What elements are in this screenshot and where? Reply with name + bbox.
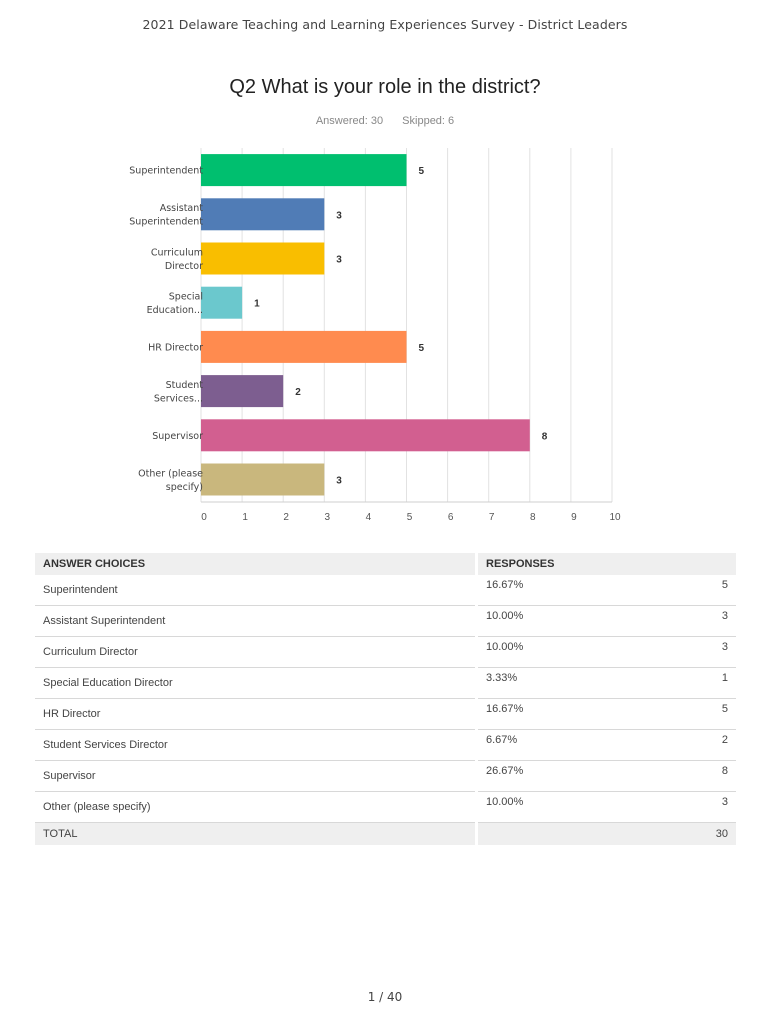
skipped-count: Skipped: 6 (402, 115, 455, 127)
table-row: HR Director 16.67% 5 (35, 698, 736, 730)
x-tick-label: 0 (201, 512, 207, 523)
response-count: 3 (647, 791, 736, 823)
bar (201, 154, 407, 187)
response-count: 2 (647, 729, 736, 761)
category-label: Assistant Superintendent (129, 203, 203, 228)
x-tick-label: 9 (571, 512, 577, 523)
page-number: 1 / 40 (367, 990, 403, 1004)
bar (201, 375, 284, 408)
answered-count: Answered: 30 (315, 115, 384, 127)
response-count: 5 (647, 575, 736, 606)
x-tick-label: 6 (448, 512, 454, 523)
response-percent: 10.00% (474, 791, 648, 823)
bar (201, 242, 325, 275)
category-label-line: HR Director (148, 342, 203, 353)
answer-choices-header: ANSWER CHOICES (35, 553, 477, 575)
total-percent (474, 822, 648, 845)
category-label-line: specify) (166, 482, 203, 493)
response-percent: 10.00% (474, 605, 648, 637)
response-stats: Answered: 30 Skipped: 6 (0, 115, 770, 127)
category-label-line: Supervisor (152, 431, 203, 442)
responses-header: RESPONSES (475, 553, 736, 575)
x-tick-label: 5 (407, 512, 413, 523)
category-label: Student Services... (154, 380, 203, 405)
table-row: Superintendent 16.67% 5 (35, 575, 736, 606)
table-row: Assistant Superintendent 10.00% 3 (35, 605, 736, 637)
bar-value-label: 2 (295, 387, 301, 398)
answer-choice: HR Director (35, 698, 477, 730)
bar-value-label: 8 (542, 431, 548, 442)
response-count: 8 (647, 760, 736, 792)
total-count: 30 (647, 822, 736, 845)
category-label-line: Assistant (160, 203, 204, 214)
response-percent: 3.33% (474, 667, 648, 699)
answer-choice: Assistant Superintendent (35, 605, 477, 637)
table-row: Other (please specify) 10.00% 3 (35, 791, 736, 823)
x-tick-label: 4 (366, 512, 372, 523)
table-header-row: ANSWER CHOICES RESPONSES (35, 553, 736, 575)
category-label-line: Services... (154, 393, 203, 404)
x-tick-label: 3 (325, 512, 331, 523)
bar (201, 419, 530, 452)
total-label: TOTAL (35, 822, 477, 845)
answer-choice: Supervisor (35, 760, 477, 792)
x-tick-label: 7 (489, 512, 495, 523)
response-percent: 26.67% (474, 760, 648, 792)
x-tick-label: 1 (242, 512, 248, 523)
category-label-line: Superintendent (129, 217, 203, 228)
x-tick-label: 10 (609, 512, 621, 523)
category-label: Special Education... (147, 291, 203, 316)
bar (201, 286, 243, 319)
bar (201, 330, 407, 363)
bar (201, 463, 325, 496)
bar-value-label: 3 (336, 255, 342, 266)
category-label-line: Other (please (138, 468, 203, 479)
bar-value-label: 3 (336, 210, 342, 221)
table-row: Curriculum Director 10.00% 3 (35, 636, 736, 668)
bar-chart: 0 1 2 3 4 5 6 7 8 9 10 5 Superintendent 3 Assistant Sup… (129, 148, 621, 523)
answer-choice: Curriculum Director (35, 636, 477, 668)
answer-choice: Special Education Director (35, 667, 477, 699)
table-row: Supervisor 26.67% 8 (35, 760, 736, 792)
response-count: 1 (647, 667, 736, 699)
response-percent: 6.67% (474, 729, 648, 761)
table-row: Special Education Director 3.33% 1 (35, 667, 736, 699)
answer-choice: Student Services Director (35, 729, 477, 761)
bar-value-label: 5 (419, 343, 425, 354)
response-percent: 16.67% (474, 698, 648, 730)
category-label-line: Special (169, 291, 203, 302)
response-count: 3 (647, 605, 736, 637)
category-label: Supervisor (152, 431, 203, 442)
category-label: HR Director (148, 342, 203, 353)
question-title: Q2 What is your role in the district? (229, 76, 541, 98)
answer-choice: Other (please specify) (35, 791, 477, 823)
category-label-line: Curriculum (151, 247, 203, 258)
answer-table: ANSWER CHOICES RESPONSES Superintendent 1… (35, 553, 736, 845)
answer-choice: Superintendent (35, 575, 477, 606)
x-tick-label: 8 (530, 512, 536, 523)
table-total-row: TOTAL 30 (35, 822, 736, 845)
category-label: Superintendent (129, 166, 203, 177)
category-label-line: Superintendent (129, 166, 203, 177)
category-label-line: Student (166, 380, 204, 391)
category-label-line: Director (165, 261, 203, 272)
bar-value-label: 5 (419, 166, 425, 177)
response-percent: 10.00% (474, 636, 648, 668)
response-percent: 16.67% (474, 575, 648, 606)
category-label: Curriculum Director (151, 247, 203, 272)
bar (201, 198, 325, 231)
table-row: Student Services Director 6.67% 2 (35, 729, 736, 761)
category-label: Other (please specify) (138, 468, 203, 493)
response-count: 5 (647, 698, 736, 730)
x-tick-label: 2 (283, 512, 289, 523)
bar-value-label: 3 (336, 476, 342, 487)
bar-value-label: 1 (254, 299, 260, 310)
category-label-line: Education... (147, 305, 203, 316)
document-header: 2021 Delaware Teaching and Learning Expe… (142, 17, 628, 32)
response-count: 3 (647, 636, 736, 668)
